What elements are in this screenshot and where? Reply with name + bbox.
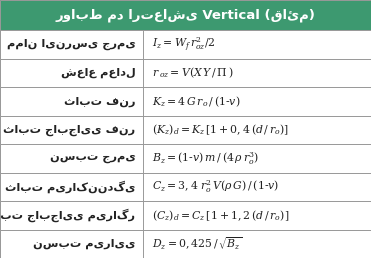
Bar <box>0 230 371 258</box>
Bar <box>0 173 371 201</box>
Text: $(C_z)_d = C_z\,[1 + 1,2\,(d\,/\,r_o)]$: $(C_z)_d = C_z\,[1 + 1,2\,(d\,/\,r_o)]$ <box>152 208 289 223</box>
Text: ثابت جابجایی میراگر: ثابت جابجایی میراگر <box>0 208 135 222</box>
Text: شعاع معادل: شعاع معادل <box>61 68 135 78</box>
Text: روابط مد ارتعاشی Vertical (قائم): روابط مد ارتعاشی Vertical (قائم) <box>56 9 315 22</box>
Text: ثابت جابجایی فنر: ثابت جابجایی فنر <box>3 124 135 136</box>
Text: $B_z = (1\text{-}v)\,m\,/\,(4\,\rho\,r_o^3)$: $B_z = (1\text{-}v)\,m\,/\,(4\,\rho\,r_o… <box>152 150 259 167</box>
Bar <box>0 116 371 144</box>
Text: $(K_z)_d = K_z\,[1 + 0,4\,(d\,/\,r_o)]$: $(K_z)_d = K_z\,[1 + 0,4\,(d\,/\,r_o)]$ <box>152 123 289 137</box>
Bar <box>0 30 371 59</box>
Text: نسبت جرمی: نسبت جرمی <box>50 154 135 164</box>
Bar <box>0 201 371 230</box>
Text: $I_z = W_f\,r_{oz}^2/2$: $I_z = W_f\,r_{oz}^2/2$ <box>152 36 216 54</box>
Text: $K_z = 4\,G\,r_o\,/\,(1\text{-}v)$: $K_z = 4\,G\,r_o\,/\,(1\text{-}v)$ <box>152 94 240 109</box>
Text: $r\,_{oz} = V(X\,Y\,/\,\Pi\,)$: $r\,_{oz} = V(X\,Y\,/\,\Pi\,)$ <box>152 66 234 80</box>
Text: ثابت میراکنندگی: ثابت میراکنندگی <box>5 181 135 193</box>
Text: ممان اینرسی جرمی: ممان اینرسی جرمی <box>7 39 135 50</box>
Text: $D_z = 0,425\,/\,\sqrt{B_z}$: $D_z = 0,425\,/\,\sqrt{B_z}$ <box>152 236 243 252</box>
Text: ثابت فنر: ثابت فنر <box>64 96 135 107</box>
Bar <box>0 87 371 116</box>
Bar <box>0 144 371 173</box>
Text: $C_z = 3,4\;r_o^2\,V(\rho\,G)\,/\,(1\text{-}v)$: $C_z = 3,4\;r_o^2\,V(\rho\,G)\,/\,(1\tex… <box>152 179 279 195</box>
Bar <box>0 59 371 87</box>
Bar <box>0 0 371 30</box>
Text: نسبت میرایی: نسبت میرایی <box>33 239 135 249</box>
